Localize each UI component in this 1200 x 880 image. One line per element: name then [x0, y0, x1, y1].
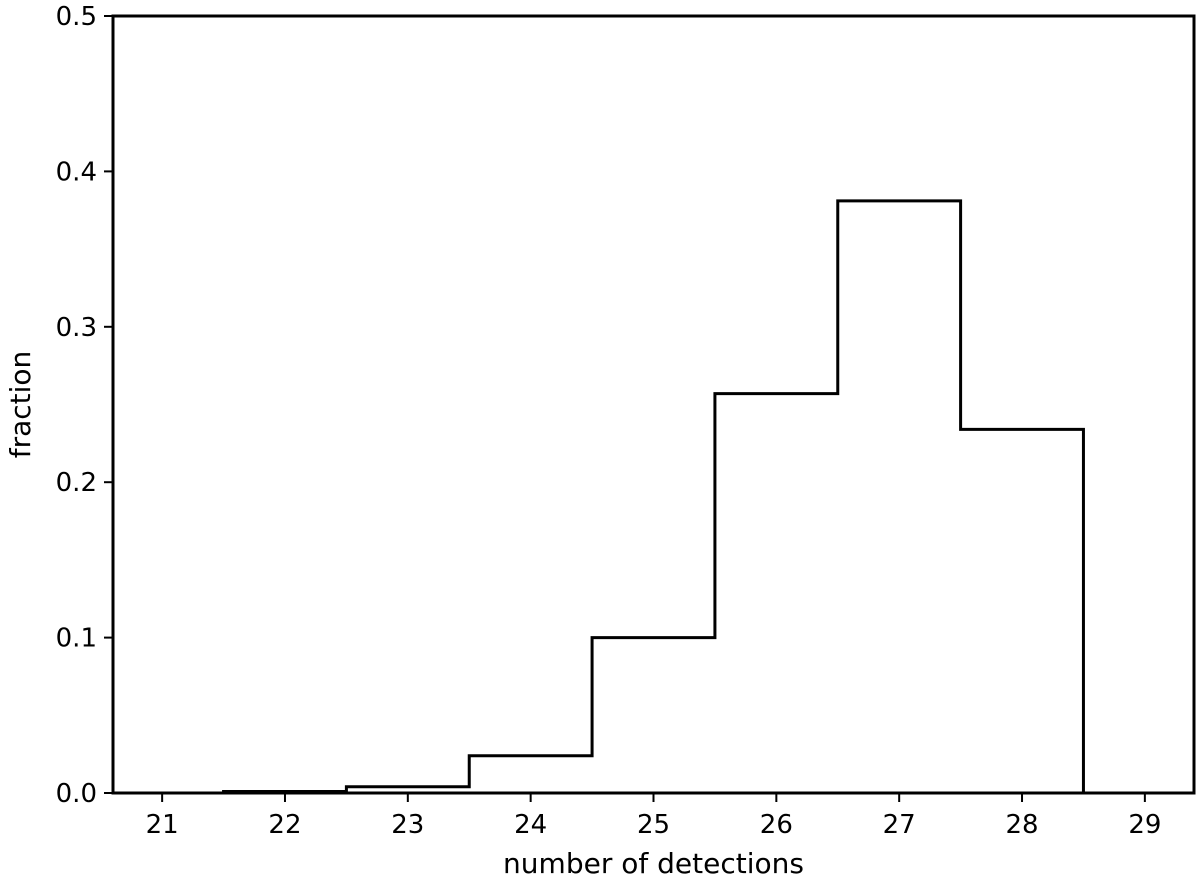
y-tick-label: 0.0 — [56, 779, 97, 809]
plot-frame — [111, 14, 1196, 795]
x-tick-label: 28 — [1005, 810, 1038, 840]
x-tick-label: 22 — [268, 810, 301, 840]
y-tick-label: 0.3 — [56, 313, 97, 343]
x-tick-label: 25 — [637, 810, 670, 840]
histogram-step-line — [222, 199, 1085, 793]
x-tick-label: 27 — [883, 810, 916, 840]
x-tick-label: 23 — [391, 810, 424, 840]
x-axis-ticks: 21 22 23 24 25 26 27 28 29 — [146, 793, 1161, 840]
x-axis-label: number of detections — [503, 847, 804, 880]
y-axis-ticks: 0.0 0.1 0.2 0.3 0.4 0.5 — [56, 2, 113, 809]
x-tick-label: 26 — [760, 810, 793, 840]
x-tick-label: 24 — [514, 810, 547, 840]
y-tick-label: 0.4 — [56, 157, 97, 187]
x-tick-label: 21 — [146, 810, 179, 840]
y-axis-label: fraction — [4, 351, 37, 459]
y-tick-label: 0.2 — [56, 468, 97, 498]
y-tick-label: 0.1 — [56, 624, 97, 654]
x-tick-label: 29 — [1128, 810, 1161, 840]
y-tick-label: 0.5 — [56, 2, 97, 32]
